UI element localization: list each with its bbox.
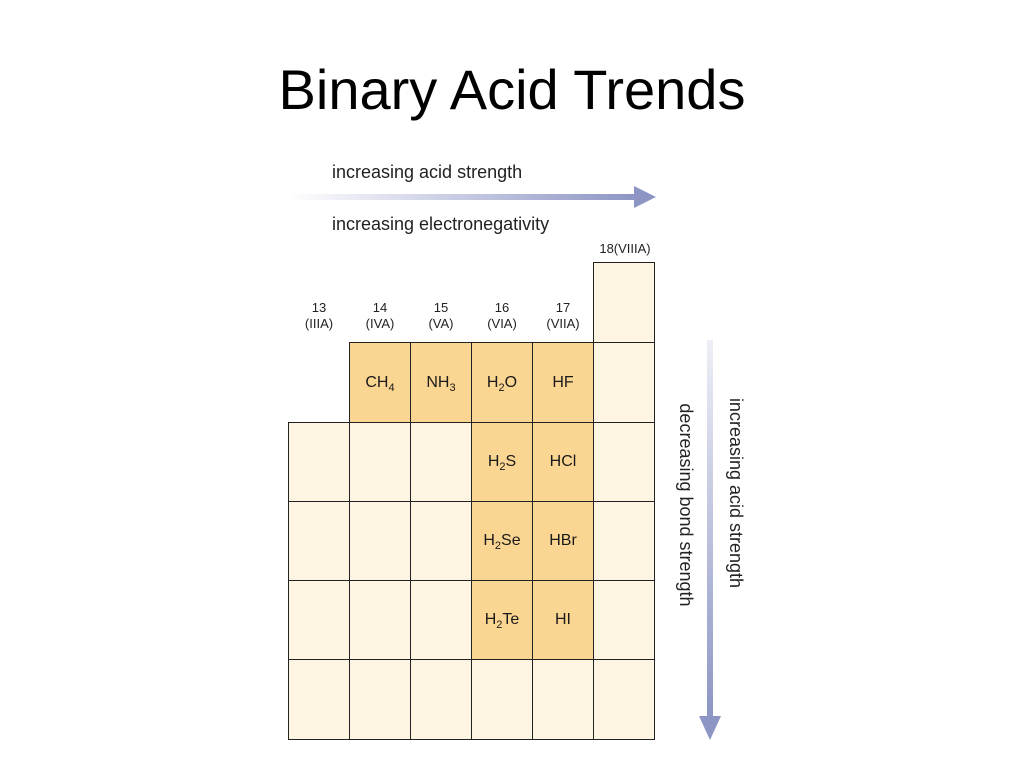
cell-group18-period3 bbox=[593, 422, 655, 502]
top-arrow-label-acid-strength: increasing acid strength bbox=[332, 162, 523, 182]
cell-h2s: H2S bbox=[471, 422, 533, 502]
cell-group18-period5 bbox=[593, 580, 655, 660]
formula-ch4: CH4 bbox=[365, 373, 395, 394]
cell-nh3: NH3 bbox=[410, 342, 472, 423]
side-arrow-label-bond-strength: decreasing bond strength bbox=[676, 403, 696, 607]
group-header-15: 15 (VA) bbox=[410, 300, 472, 332]
cell-h2o: H2O bbox=[471, 342, 533, 423]
cell-hbr: HBr bbox=[532, 501, 594, 581]
cell-13-period6 bbox=[288, 659, 350, 740]
cell-13-period5 bbox=[288, 580, 350, 660]
formula-nh3: NH3 bbox=[426, 373, 456, 394]
cell-group18-period6 bbox=[593, 659, 655, 740]
cell-h2se: H2Se bbox=[471, 501, 533, 581]
group-number: 16 bbox=[494, 300, 510, 315]
cell-group18-period2 bbox=[593, 342, 655, 423]
group-number: 14 bbox=[372, 300, 388, 315]
formula-h2s: H2S bbox=[487, 453, 517, 473]
formula-hcl: HCl bbox=[549, 453, 577, 470]
cell-15-period4 bbox=[410, 501, 472, 581]
formula-h2te: H2Te bbox=[484, 611, 520, 631]
cell-hi: HI bbox=[532, 580, 594, 660]
cell-hcl: HCl bbox=[532, 422, 594, 502]
cell-ch4: CH4 bbox=[349, 342, 411, 423]
cell-14-period6 bbox=[349, 659, 411, 740]
group-roman: (IVA) bbox=[365, 316, 395, 331]
group-header-13: 13 (IIIA) bbox=[288, 300, 350, 332]
group-header-17: 17 (VIIA) bbox=[532, 300, 594, 332]
group-header-18: 18(VIIIA) bbox=[599, 241, 651, 256]
group-number: 13 bbox=[311, 300, 327, 315]
cell-14-period5 bbox=[349, 580, 411, 660]
formula-hf: HF bbox=[552, 373, 574, 391]
cell-hf: HF bbox=[532, 342, 594, 423]
horizontal-arrow bbox=[288, 186, 656, 208]
cell-17-period6 bbox=[532, 659, 594, 740]
group-number: 15 bbox=[433, 300, 449, 315]
formula-h2o: H2O bbox=[486, 373, 518, 394]
group-header-14: 14 (IVA) bbox=[349, 300, 411, 332]
side-arrow-label-acid-strength: increasing acid strength bbox=[726, 397, 746, 589]
cell-13-period4 bbox=[288, 501, 350, 581]
cell-15-period6 bbox=[410, 659, 472, 740]
cell-15-period3 bbox=[410, 422, 472, 502]
cell-14-period4 bbox=[349, 501, 411, 581]
cell-15-period5 bbox=[410, 580, 472, 660]
formula-hbr: HBr bbox=[549, 532, 577, 549]
slide-title: Binary Acid Trends bbox=[278, 58, 746, 121]
group-roman: (VIA) bbox=[487, 316, 517, 331]
cell-group18-period1 bbox=[593, 262, 655, 343]
group-roman: (VIIA) bbox=[546, 316, 580, 331]
top-arrow-label-electronegativity: increasing electronegativity bbox=[332, 214, 550, 234]
cell-16-period6 bbox=[471, 659, 533, 740]
formula-h2se: H2Se bbox=[483, 532, 521, 552]
formula-hi: HI bbox=[555, 611, 571, 628]
group-roman: (IIIA) bbox=[304, 316, 334, 331]
cell-14-period3 bbox=[349, 422, 411, 502]
cell-h2te: H2Te bbox=[471, 580, 533, 660]
cell-13-period3 bbox=[288, 422, 350, 502]
group-number: 17 bbox=[555, 300, 571, 315]
cell-group18-period4 bbox=[593, 501, 655, 581]
group-header-16: 16 (VIA) bbox=[471, 300, 533, 332]
group-roman: (VA) bbox=[428, 316, 454, 331]
vertical-arrow bbox=[699, 340, 721, 740]
